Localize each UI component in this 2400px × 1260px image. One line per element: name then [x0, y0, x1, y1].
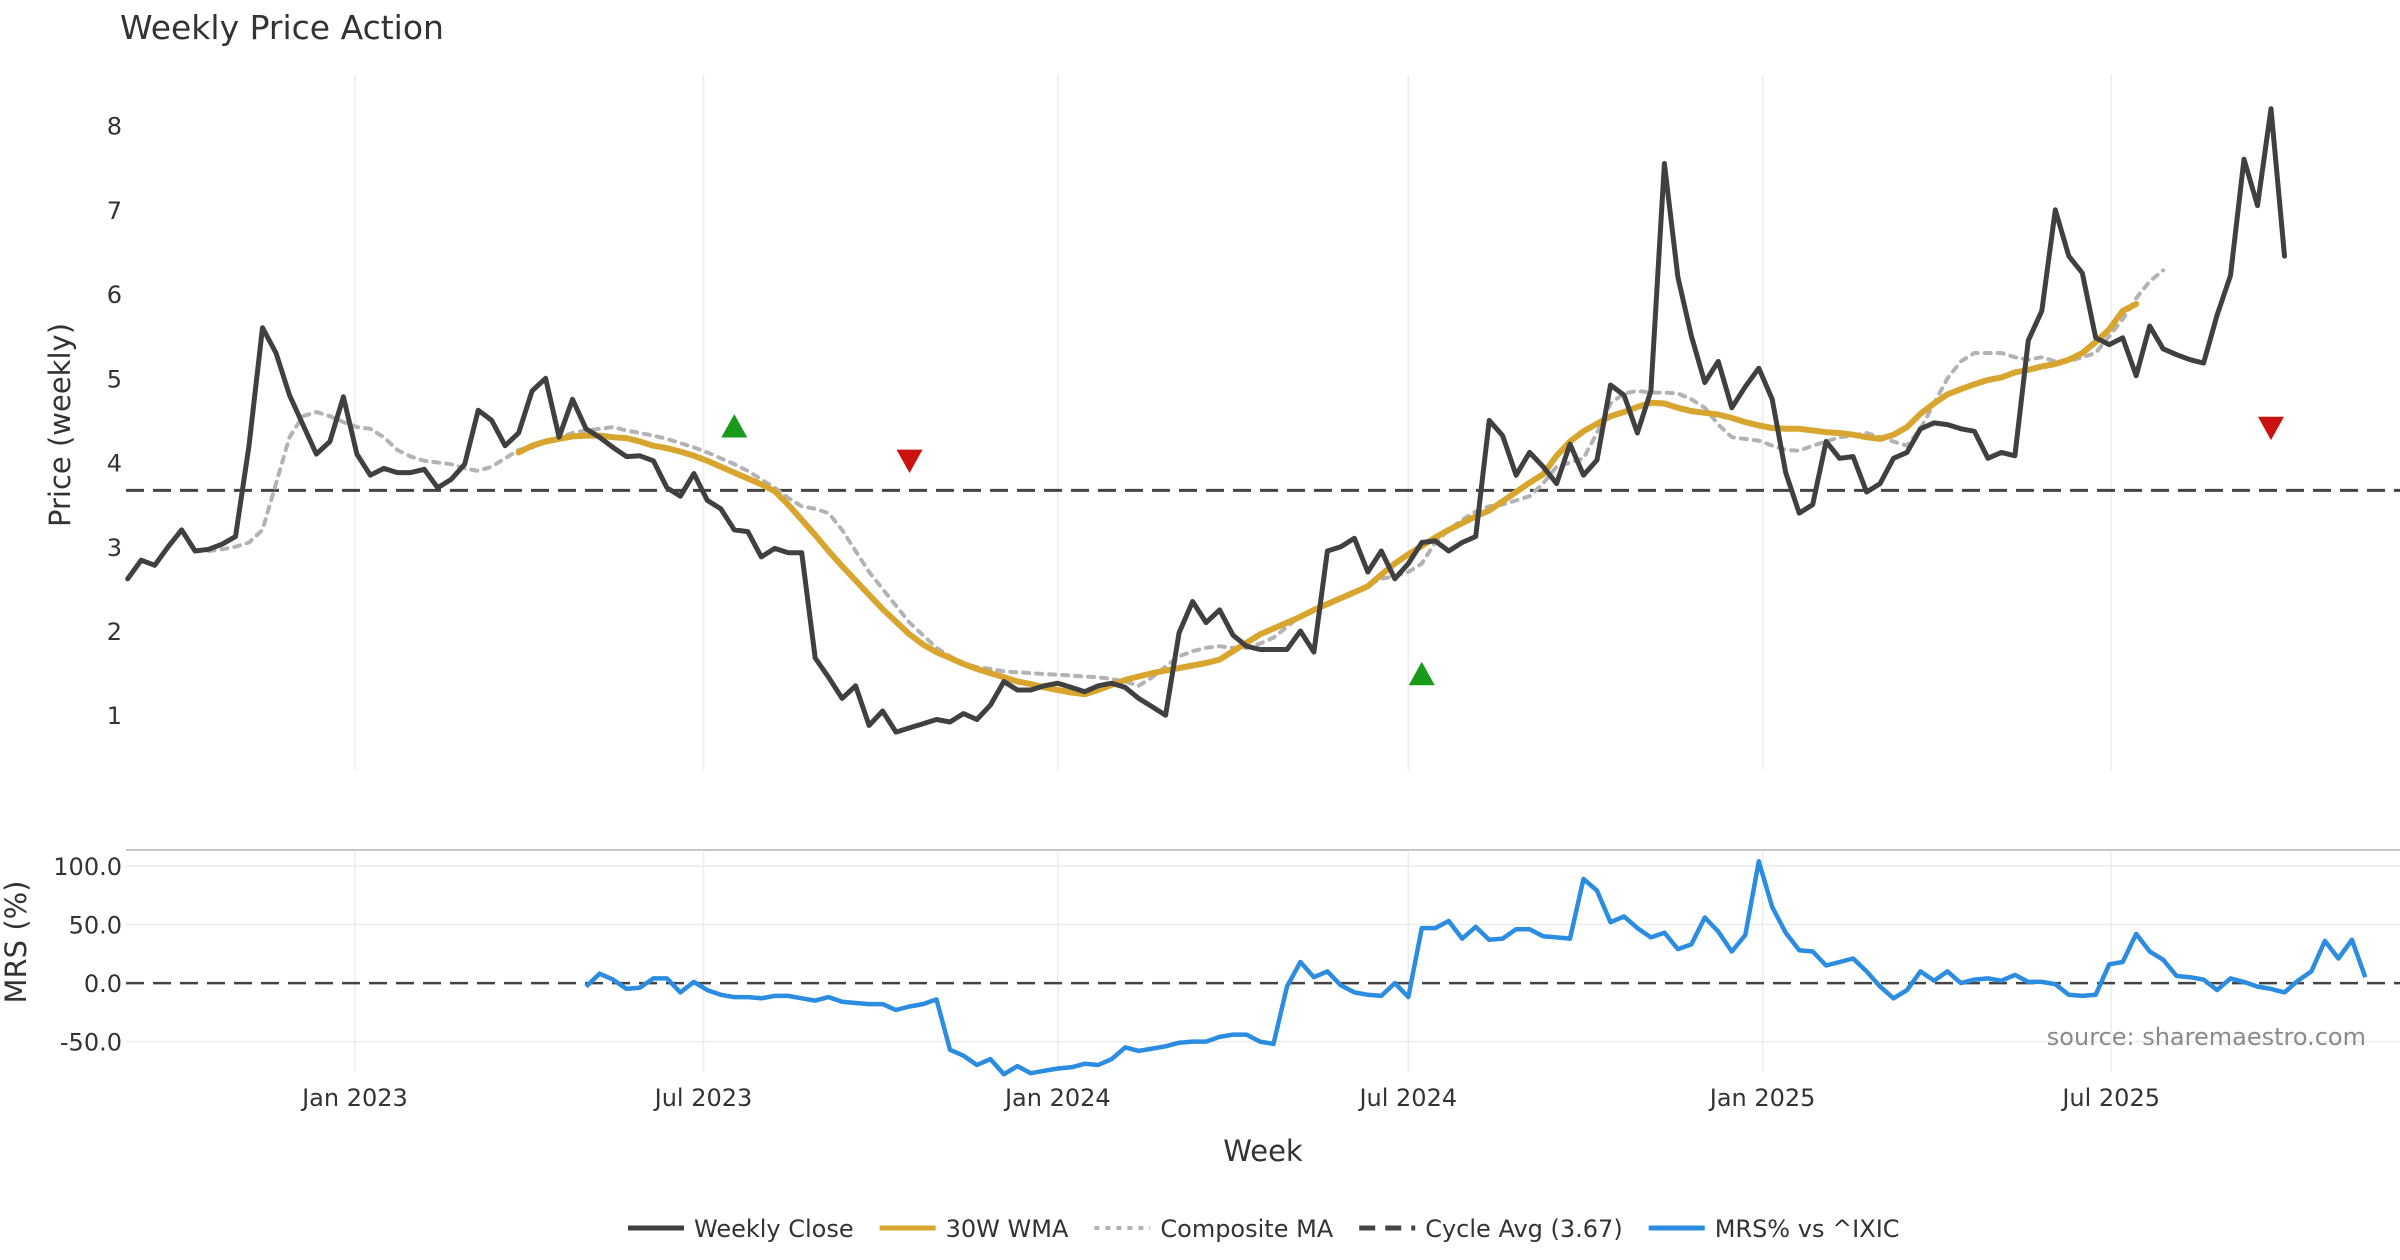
mrs-series-group [584, 859, 2368, 1077]
weekly-close-line [125, 106, 2287, 735]
chart-title: Weekly Price Action [120, 8, 444, 47]
legend-label: Composite MA [1160, 1215, 1333, 1243]
buy-signal-marker [1408, 661, 1435, 686]
mrs-y-tick-label: -50.0 [60, 1029, 122, 1057]
signal-markers [721, 414, 2284, 686]
price-y-tick-label: 6 [107, 281, 122, 309]
price-y-tick-label: 2 [107, 618, 122, 646]
legend-label: Cycle Avg (3.67) [1425, 1215, 1622, 1243]
legend-label: MRS% vs ^IXIC [1715, 1215, 1900, 1243]
composite-ma-line [206, 268, 2166, 688]
price-series-group [125, 106, 2287, 735]
x-tick-label: Jul 2023 [653, 1084, 753, 1112]
x-tick-label: Jan 2024 [1003, 1084, 1111, 1112]
source-annotation: source: sharemaestro.com [2047, 1023, 2366, 1051]
price-y-tick-label: 5 [107, 365, 122, 393]
wma-30w-line [515, 301, 2140, 698]
x-tick-label: Jan 2023 [300, 1084, 408, 1112]
buy-signal-marker [721, 414, 748, 438]
mrs-y-tick-label: 50.0 [69, 912, 122, 940]
mrs-y-tick-label: 0.0 [84, 970, 122, 998]
price-y-ticks: 1 2 3 4 5 6 7 8 [107, 113, 122, 731]
price-y-tick-label: 3 [107, 534, 122, 562]
legend-label: 30W WMA [946, 1215, 1069, 1243]
mrs-line [584, 859, 2368, 1077]
price-y-tick-label: 7 [107, 197, 122, 225]
price-gridlines [354, 75, 2112, 770]
x-tick-label: Jul 2025 [2060, 1084, 2160, 1112]
x-ticks: Jan 2023 Jul 2023 Jan 2024 Jul 2024 Jan 2025… [300, 1084, 2160, 1112]
x-tick-label: Jan 2025 [1708, 1084, 1816, 1112]
price-y-axis-title: Price (weekly) [43, 323, 77, 527]
sell-signal-marker [896, 449, 923, 473]
price-y-tick-label: 8 [107, 113, 122, 141]
price-y-tick-label: 4 [107, 450, 122, 478]
x-tick-label: Jul 2024 [1357, 1084, 1457, 1112]
x-axis-title: Week [1223, 1134, 1303, 1168]
mrs-y-axis-title: MRS (%) [0, 881, 33, 1004]
mrs-gridlines [126, 852, 2400, 1072]
mrs-y-tick-label: 100.0 [53, 853, 122, 881]
sell-signal-marker [2257, 416, 2284, 441]
chart-legend: Weekly Close 30W WMA Composite MA Cycle Avg… [628, 1215, 1900, 1243]
mrs-y-ticks: 100.0 50.0 0.0 -50.0 [53, 853, 122, 1057]
legend-label: Weekly Close [694, 1215, 854, 1243]
price-y-tick-label: 1 [107, 702, 122, 730]
